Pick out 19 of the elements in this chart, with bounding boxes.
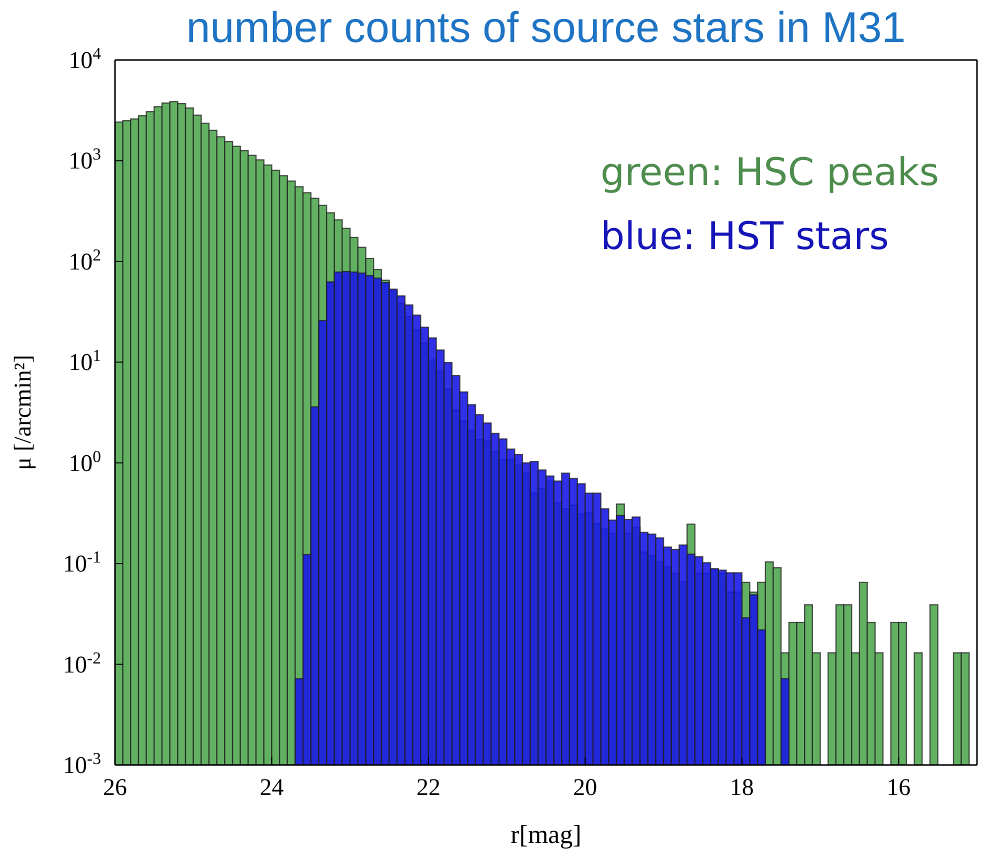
y-tick-label: 10$^{2}$ [68,244,101,276]
text: blue: HST stars [600,213,890,260]
y-tick-label: 10$^{3}$ [68,144,101,175]
y-tick-label: 10$^{4}$ [68,44,102,74]
y-tick-label: 10$^{1}$ [68,346,101,376]
x-tick-label: 22 [416,775,440,801]
chart-title: number counts of source stars in M31 [185,4,907,53]
y-tick-label: 10$^{-1}$ [63,547,101,578]
y-tick-label: 10$^{0}$ [68,446,101,477]
x-tick-label: 20 [573,775,598,801]
y-tick-label: 10$^{-3}$ [63,748,101,779]
y-axis-title: μ [/arcmin²] [10,354,37,470]
y-tick-label: 10$^{-2}$ [63,648,101,678]
x-tick-label: 16 [886,775,911,801]
x-tick-label: 26 [103,775,127,801]
x-tick-label: 18 [730,775,754,801]
text: green: HSC peaks [600,149,939,196]
x-axis-title: r[mag] [510,820,582,849]
x-tick-label: 24 [260,775,284,801]
